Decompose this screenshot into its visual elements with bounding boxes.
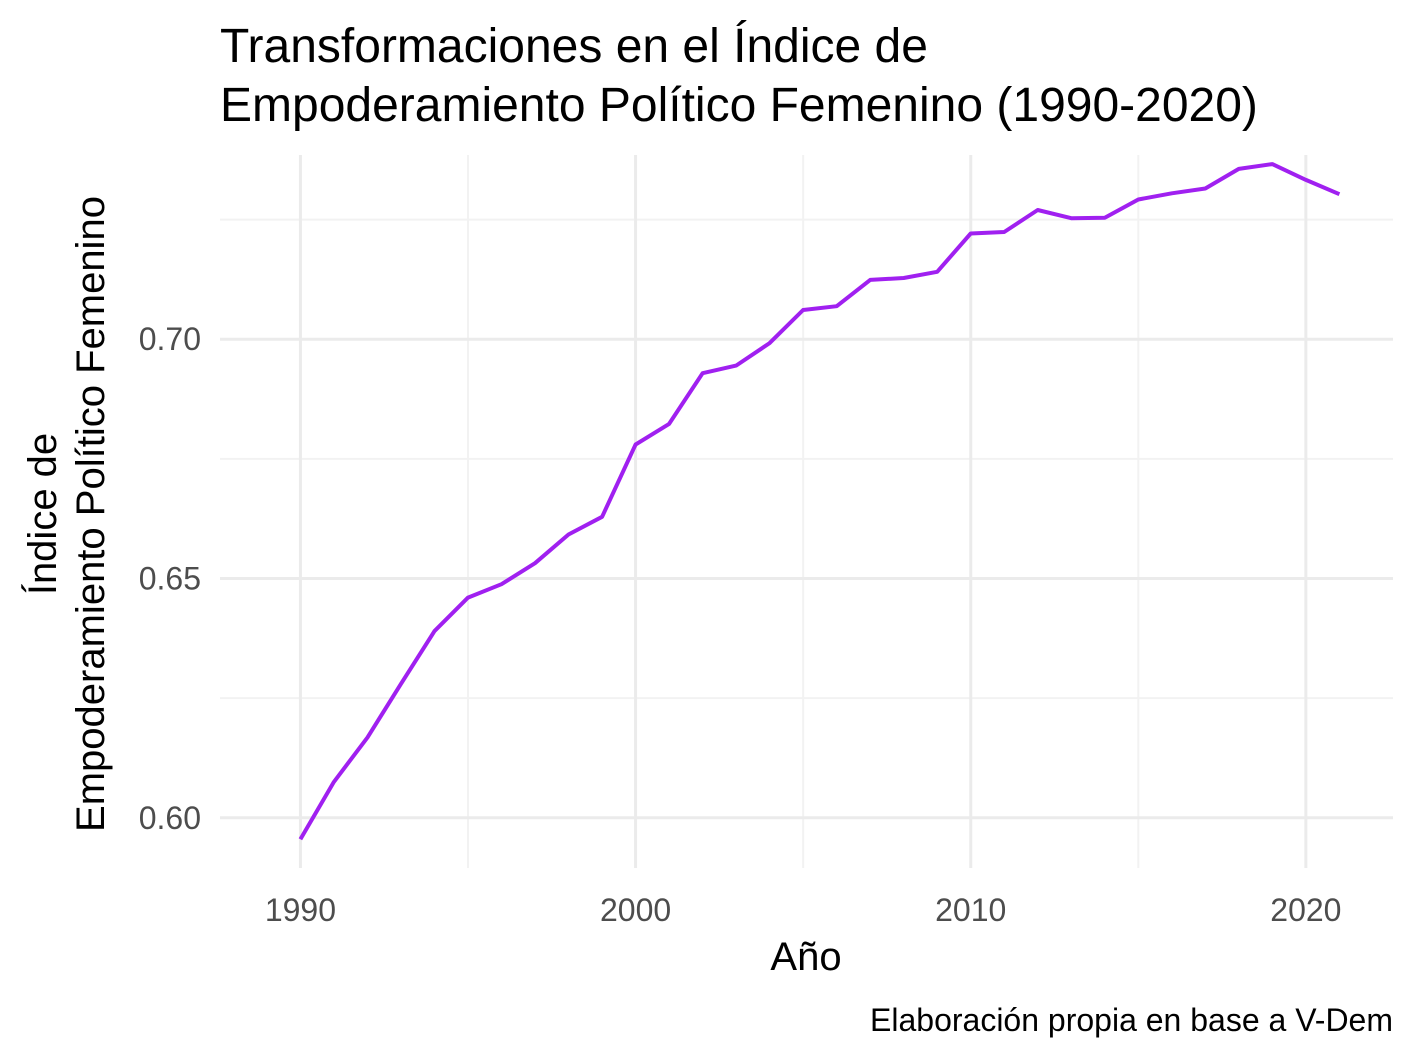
y-tick-label: 0.60	[139, 800, 201, 836]
chart-caption: Elaboración propia en base a V-Dem	[870, 1002, 1393, 1038]
x-axis-ticks: 1990 2000 2010 2020	[265, 892, 1342, 928]
x-tick-label: 2000	[600, 892, 671, 928]
y-axis-ticks: 0.60 0.65 0.70	[139, 321, 201, 836]
chart-title-line-2: Empoderamiento Político Femenino (1990-2…	[220, 79, 1258, 132]
x-axis-title: Año	[770, 935, 841, 979]
y-axis-title-line-2: Empoderamiento Político Femenino	[69, 196, 113, 832]
x-tick-label: 2020	[1270, 892, 1341, 928]
series-line	[298, 162, 1341, 841]
data-series	[298, 162, 1341, 841]
y-tick-label: 0.70	[139, 321, 201, 357]
chart-title-line-1: Transformaciones en el Índice de	[220, 20, 928, 73]
y-axis-title-line-1: Índice de	[20, 433, 65, 595]
y-tick-label: 0.65	[139, 560, 201, 596]
x-tick-label: 2010	[935, 892, 1006, 928]
x-tick-label: 1990	[265, 892, 336, 928]
gridlines	[220, 155, 1393, 868]
